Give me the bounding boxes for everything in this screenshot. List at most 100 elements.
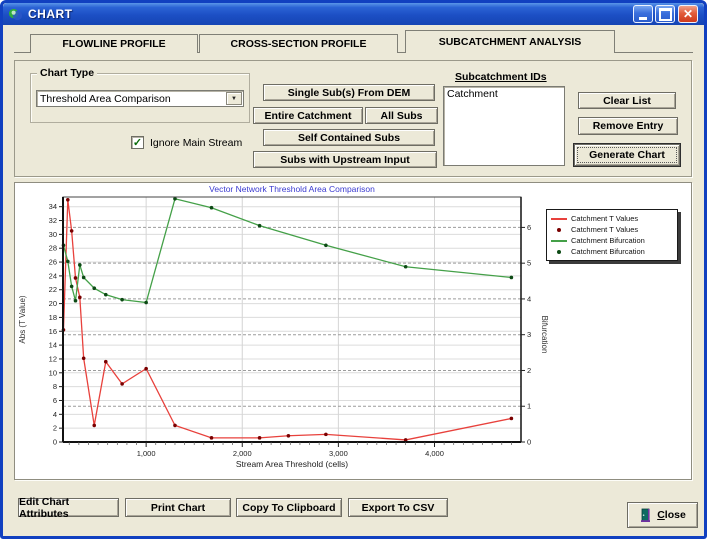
subs-with-upstream-input-label: Subs with Upstream Input <box>280 153 410 166</box>
close-label-rest: lose <box>664 509 686 521</box>
remove-entry-label: Remove Entry <box>592 120 664 132</box>
svg-text:10: 10 <box>49 368 57 377</box>
copy-to-clipboard-button[interactable]: Copy To Clipboard <box>236 498 342 517</box>
svg-text:12: 12 <box>49 354 57 363</box>
x-axis: 1,000 2,000 3,000 4,000 Stream Area Threshol… <box>68 442 512 469</box>
clear-list-label: Clear List <box>603 94 651 107</box>
copy-to-clipboard-label: Copy To Clipboard <box>242 501 336 514</box>
tab-flowline-profile[interactable]: FLOWLINE PROFILE <box>30 34 198 53</box>
svg-text:8: 8 <box>53 382 57 391</box>
chevron-down-icon[interactable]: ▼ <box>226 92 242 105</box>
controls-frame <box>14 60 692 177</box>
svg-text:4: 4 <box>53 410 57 419</box>
subcatchment-ids-listbox[interactable]: Catchment <box>443 86 565 166</box>
chart-type-dropdown[interactable]: Threshold Area Comparison ▼ <box>36 90 244 107</box>
svg-text:4: 4 <box>527 294 531 303</box>
axis-frame <box>62 196 522 443</box>
svg-text:5: 5 <box>527 259 531 268</box>
svg-text:3: 3 <box>527 330 531 339</box>
chart-type-label: Chart Type <box>37 67 98 79</box>
legend-line-swatch <box>551 239 567 242</box>
exit-door-icon <box>641 508 651 522</box>
legend-item: Catchment T Values <box>551 224 673 235</box>
ignore-main-stream-label: Ignore Main Stream <box>150 137 243 149</box>
subs-with-upstream-input-button[interactable]: Subs with Upstream Input <box>253 151 437 168</box>
generate-chart-button[interactable]: Generate Chart <box>574 144 680 166</box>
svg-text:28: 28 <box>49 244 57 253</box>
close-window-button[interactable]: ✕ <box>678 5 698 23</box>
svg-text:2,000: 2,000 <box>233 449 252 458</box>
svg-text:1: 1 <box>527 402 531 411</box>
plot-gridlines <box>63 197 521 442</box>
clear-list-button[interactable]: Clear List <box>578 92 676 109</box>
svg-text:22: 22 <box>49 285 57 294</box>
remove-entry-button[interactable]: Remove Entry <box>578 117 678 135</box>
legend-dot-swatch <box>551 227 567 232</box>
svg-text:1,000: 1,000 <box>137 449 156 458</box>
svg-text:24: 24 <box>49 271 57 280</box>
series-catchment-t-values <box>61 197 514 442</box>
export-to-csv-label: Export To CSV <box>361 501 435 514</box>
legend-item: Catchment T Values <box>551 213 673 224</box>
close-label: C <box>657 509 665 521</box>
tab-flowline-profile-label: FLOWLINE PROFILE <box>62 38 166 50</box>
export-to-csv-button[interactable]: Export To CSV <box>348 498 448 517</box>
svg-text:2: 2 <box>527 366 531 375</box>
maximize-button[interactable] <box>655 5 675 23</box>
legend-line-swatch <box>551 217 567 220</box>
all-subs-label: All Subs <box>380 109 423 122</box>
all-subs-button[interactable]: All Subs <box>365 107 438 124</box>
entire-catchment-button[interactable]: Entire Catchment <box>253 107 363 124</box>
svg-text:6: 6 <box>53 396 57 405</box>
single-subs-from-dem-button[interactable]: Single Sub(s) From DEM <box>263 84 435 101</box>
legend-label: Catchment Bifurcation <box>571 236 645 245</box>
generate-chart-label: Generate Chart <box>589 149 665 161</box>
svg-text:34: 34 <box>49 202 57 211</box>
edit-chart-attributes-button[interactable]: Edit Chart Attributes <box>18 495 119 520</box>
window-title: CHART <box>28 7 73 21</box>
legend-label: Catchment T Values <box>571 225 639 234</box>
chart-title: Vector Network Threshold Area Comparison <box>209 184 375 194</box>
edit-chart-attributes-label: Edit Chart Attributes <box>19 495 70 520</box>
list-item[interactable]: Catchment <box>447 88 498 100</box>
legend-item: Catchment Bifurcation <box>551 246 673 257</box>
legend-dot-swatch <box>551 249 567 254</box>
tab-subcatchment-analysis[interactable]: SUBCATCHMENT ANALYSIS <box>405 30 615 53</box>
svg-text:Bifurcation: Bifurcation <box>540 316 549 354</box>
close-button[interactable]: Close <box>627 502 698 528</box>
svg-text:0: 0 <box>53 438 57 447</box>
tab-subcatchment-analysis-label: SUBCATCHMENT ANALYSIS <box>438 36 582 48</box>
legend-label: Catchment T Values <box>571 214 639 223</box>
svg-text:30: 30 <box>49 230 57 239</box>
svg-text:16: 16 <box>49 327 57 336</box>
app-icon <box>8 8 23 20</box>
svg-text:32: 32 <box>49 216 57 225</box>
chart-type-value: Threshold Area Comparison <box>40 92 171 105</box>
svg-text:Stream Area Threshold (cells): Stream Area Threshold (cells) <box>236 459 348 469</box>
svg-text:4,000: 4,000 <box>425 449 444 458</box>
tab-cross-section-profile-label: CROSS-SECTION PROFILE <box>230 38 367 50</box>
tab-cross-section-profile[interactable]: CROSS-SECTION PROFILE <box>199 34 398 53</box>
svg-text:0: 0 <box>527 438 531 447</box>
svg-text:20: 20 <box>49 299 57 308</box>
series-catchment-bifurcation <box>61 196 514 305</box>
self-contained-subs-button[interactable]: Self Contained Subs <box>263 129 435 146</box>
ignore-main-stream-checkbox[interactable]: ✓ <box>131 136 144 149</box>
svg-text:3,000: 3,000 <box>329 449 348 458</box>
print-chart-label: Print Chart <box>150 501 206 514</box>
entire-catchment-label: Entire Catchment <box>264 109 352 122</box>
chart-type-groupbox <box>30 73 250 123</box>
legend-item: Catchment Bifurcation <box>551 235 673 246</box>
svg-text:6: 6 <box>527 223 531 232</box>
chart-panel: 1,000 2,000 3,000 4,000 Stream Area Threshol… <box>14 182 692 480</box>
print-chart-button[interactable]: Print Chart <box>125 498 231 517</box>
title-bar[interactable]: CHART ✕ <box>3 3 704 25</box>
single-subs-from-dem-label: Single Sub(s) From DEM <box>287 86 411 99</box>
svg-text:26: 26 <box>49 258 57 267</box>
minimize-button[interactable] <box>633 5 653 23</box>
svg-text:14: 14 <box>49 341 57 350</box>
legend-label: Catchment Bifurcation <box>571 247 645 256</box>
chart-legend: Catchment T Values Catchment T Values Ca… <box>546 209 678 261</box>
